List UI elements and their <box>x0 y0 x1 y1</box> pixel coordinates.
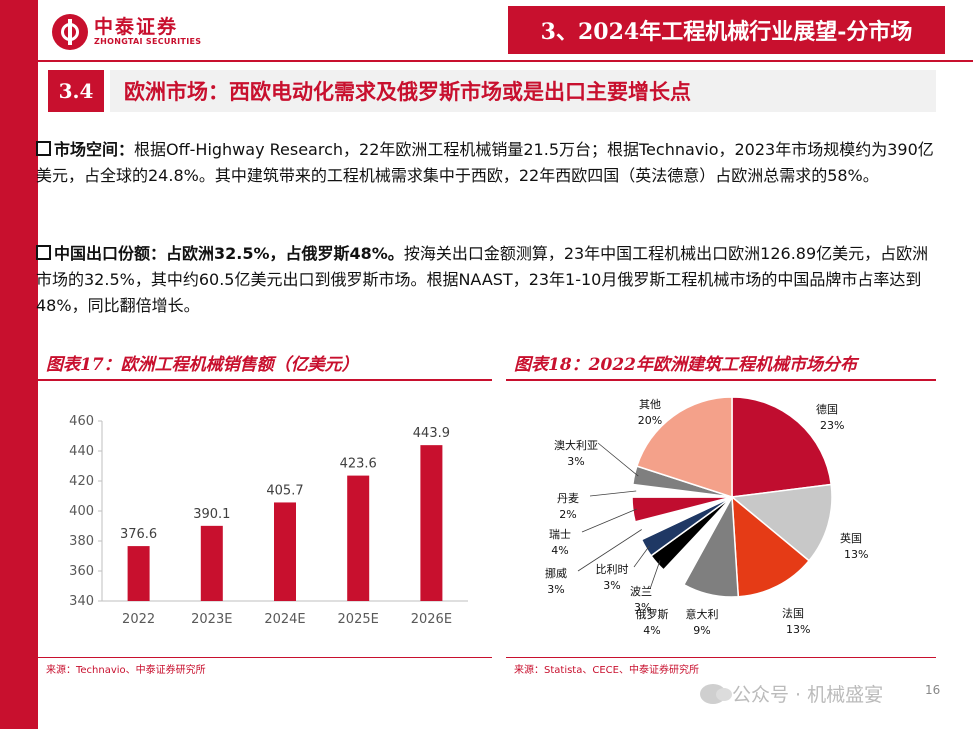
x-tick-label: 2025E <box>338 612 379 627</box>
brand-name-en: ZHONGTAI SECURITIES <box>94 36 202 46</box>
y-tick-label: 460 <box>69 414 94 429</box>
pie-chart: 德国 23% 英国 13% 法国 13% 意大利 9% 俄罗斯 4% 波兰 3% 比利时 3% 挪威 3% 瑞士… <box>545 396 868 637</box>
slice-percent: 3% <box>634 601 651 614</box>
paragraph-body: 根据Off-Highway Research，22年欧洲工程机械销量21.5万台… <box>36 140 934 185</box>
slice-percent: 13% <box>786 623 810 636</box>
brand-logo: 中泰证券 ZHONGTAI SECURITIES <box>52 14 201 50</box>
slice-label: 英国 <box>840 531 862 545</box>
brand-logo-icon <box>52 14 88 50</box>
paragraph-body: 按海关出口金额测算，23年中国工程机械出口欧洲126.89亿美元，占欧洲市场的3… <box>36 244 929 315</box>
paragraph-market-space: 市场空间：根据Off-Highway Research，22年欧洲工程机械销量2… <box>36 137 936 189</box>
pie-slice-1 <box>730 483 833 562</box>
section-title: 欧洲市场：西欧电动化需求及俄罗斯市场或是出口主要增长点 <box>110 70 936 112</box>
bar-chart: 340 360 380 400 420 440 460 376.6 2022 390.1 2023E… <box>69 414 468 627</box>
y-tick-label: 440 <box>69 444 94 459</box>
y-tick-label: 360 <box>69 564 94 579</box>
chart18-source: 来源：Statista、CECE、中泰证券研究所 <box>514 665 699 676</box>
slice-percent: 9% <box>693 624 710 637</box>
slice-percent: 4% <box>643 624 660 637</box>
watermark-text: 公众号 · 机械盛宴 <box>732 684 884 706</box>
paragraph-heading: 中国出口份额：占欧洲32.5%，占俄罗斯48%。 <box>54 244 404 263</box>
bar-2023E <box>200 525 223 601</box>
bar-value-label: 423.6 <box>340 457 377 472</box>
y-tick-label: 340 <box>69 594 94 609</box>
checkbox-bullet-icon <box>36 141 51 156</box>
slice-label: 丹麦 <box>557 492 579 505</box>
slice-label: 意大利 <box>686 607 719 621</box>
slice-percent: 3% <box>603 579 620 592</box>
header-divider <box>38 60 973 62</box>
bar-value-label: 405.7 <box>266 483 303 498</box>
header-title: 3、2024年工程机械行业展望-分市场 <box>508 6 945 54</box>
chart17-title: 图表17：欧洲工程机械销售额（亿美元） <box>46 354 359 375</box>
y-tick-label: 420 <box>69 474 94 489</box>
bar-value-label: 390.1 <box>193 507 230 522</box>
y-tick-label: 400 <box>69 504 94 519</box>
x-tick-label: 2022 <box>122 612 155 627</box>
slice-label: 俄罗斯 <box>636 608 669 621</box>
slice-label: 法国 <box>782 606 804 620</box>
slice-label: 澳大利亚 <box>554 438 598 452</box>
slice-percent: 3% <box>547 583 564 596</box>
x-tick-label: 2023E <box>191 612 232 627</box>
pie-slice-11 <box>635 396 733 499</box>
leader-line <box>649 560 661 590</box>
paragraph-china-export: 中国出口份额：占欧洲32.5%，占俄罗斯48%。按海关出口金额测算，23年中国工… <box>36 241 936 319</box>
bar-value-label: 443.9 <box>413 426 450 441</box>
slice-percent: 3% <box>567 455 584 468</box>
leader-line <box>577 529 642 572</box>
slice-percent: 4% <box>551 544 568 557</box>
slice-percent: 13% <box>844 548 868 561</box>
chart17-rule <box>38 379 492 381</box>
slice-label: 比利时 <box>596 563 629 576</box>
slice-label: 波兰 <box>630 585 652 598</box>
bar-2026E <box>420 445 443 601</box>
page-number: 16 <box>925 683 941 697</box>
y-tick-label: 380 <box>69 534 94 549</box>
x-tick-label: 2024E <box>264 612 305 627</box>
section-number: 3.4 <box>48 70 104 112</box>
checkbox-bullet-icon <box>36 245 51 260</box>
brand-name-cn: 中泰证券 <box>94 15 179 38</box>
watermark: 公众号 · 机械盛宴 <box>700 680 883 707</box>
pie-slice-0 <box>731 396 833 498</box>
chart17-source-rule <box>38 657 492 658</box>
bar-2022 <box>127 546 150 601</box>
left-accent-bar <box>0 0 38 729</box>
leader-line <box>597 442 639 477</box>
leader-line <box>633 545 650 568</box>
pie-slice-2 <box>731 495 811 598</box>
bar-2025E <box>347 475 370 601</box>
slice-percent: 23% <box>820 419 844 432</box>
x-tick-label: 2026E <box>411 612 452 627</box>
bar-value-label: 376.6 <box>120 527 157 542</box>
wechat-icon <box>700 683 732 704</box>
slice-label: 挪威 <box>545 566 567 580</box>
leader-line <box>581 508 637 533</box>
leader-line <box>589 490 637 497</box>
chart18-title: 图表18：2022年欧洲建筑工程机械市场分布 <box>514 354 857 375</box>
slice-label: 瑞士 <box>549 527 571 541</box>
chart17-source: 来源：Technavio、中泰证券研究所 <box>46 665 206 676</box>
slice-percent: 20% <box>638 414 662 427</box>
chart18-source-rule <box>506 657 936 658</box>
bar-2024E <box>274 502 296 601</box>
chart18-rule <box>506 379 936 381</box>
paragraph-heading: 市场空间： <box>54 140 135 159</box>
slice-label: 其他 <box>639 398 661 411</box>
slice-percent: 2% <box>559 508 576 521</box>
slice-label: 德国 <box>816 402 838 416</box>
